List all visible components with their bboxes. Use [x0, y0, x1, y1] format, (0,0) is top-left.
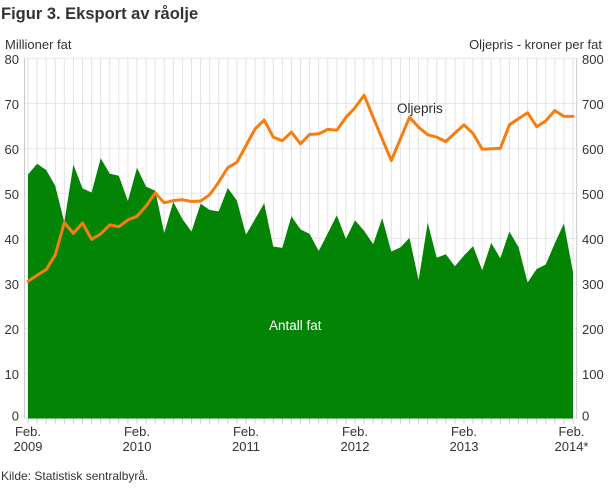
svg-text:2014*: 2014* [555, 439, 589, 454]
svg-text:Feb.: Feb. [15, 424, 41, 439]
svg-text:200: 200 [582, 322, 604, 337]
svg-text:Millioner fat: Millioner fat [5, 37, 72, 52]
svg-text:Feb.: Feb. [124, 424, 150, 439]
svg-text:Figur 3. Eksport av råolje: Figur 3. Eksport av råolje [1, 5, 198, 23]
svg-text:2012: 2012 [341, 439, 370, 454]
svg-text:800: 800 [582, 52, 604, 67]
svg-text:700: 700 [582, 97, 604, 112]
svg-text:10: 10 [5, 367, 19, 382]
svg-text:70: 70 [5, 97, 19, 112]
svg-text:Oljepris - kroner per fat: Oljepris - kroner per fat [469, 37, 602, 52]
svg-text:Antall fat: Antall fat [269, 318, 322, 333]
svg-text:300: 300 [582, 277, 604, 292]
svg-text:20: 20 [5, 322, 19, 337]
svg-text:Feb.: Feb. [342, 424, 368, 439]
svg-text:Feb.: Feb. [451, 424, 477, 439]
svg-text:2011: 2011 [232, 439, 260, 454]
svg-text:2013: 2013 [450, 439, 479, 454]
svg-text:100: 100 [582, 367, 604, 382]
svg-text:30: 30 [5, 277, 19, 292]
svg-text:0: 0 [582, 409, 589, 424]
svg-text:Kilde: Statistisk sentralbyrå.: Kilde: Statistisk sentralbyrå. [1, 469, 148, 483]
svg-text:600: 600 [582, 142, 604, 157]
svg-text:Feb.: Feb. [233, 424, 259, 439]
svg-text:500: 500 [582, 187, 604, 202]
svg-text:2010: 2010 [123, 439, 152, 454]
svg-text:60: 60 [5, 142, 19, 157]
svg-text:Oljepris: Oljepris [397, 101, 443, 116]
svg-text:0: 0 [12, 409, 19, 424]
svg-text:400: 400 [582, 232, 604, 247]
svg-text:80: 80 [5, 52, 19, 67]
svg-text:Feb.: Feb. [558, 424, 584, 439]
svg-text:50: 50 [5, 187, 19, 202]
svg-text:2009: 2009 [14, 439, 43, 454]
svg-text:40: 40 [5, 232, 19, 247]
